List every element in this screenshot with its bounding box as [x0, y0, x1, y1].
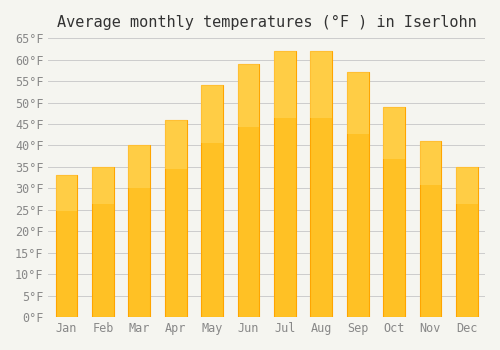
- Bar: [274, 51, 296, 317]
- Bar: [56, 175, 78, 317]
- Bar: [383, 107, 405, 159]
- Bar: [165, 120, 186, 169]
- Bar: [201, 85, 223, 143]
- Bar: [420, 141, 442, 317]
- Bar: [346, 72, 368, 134]
- Bar: [274, 51, 296, 118]
- Bar: [165, 120, 186, 317]
- Bar: [238, 64, 260, 317]
- Bar: [128, 146, 150, 317]
- Bar: [346, 72, 368, 317]
- Bar: [238, 64, 260, 127]
- Bar: [92, 167, 114, 204]
- Bar: [56, 175, 78, 211]
- Bar: [92, 167, 114, 317]
- Bar: [456, 167, 477, 204]
- Title: Average monthly temperatures (°F ) in Iserlohn: Average monthly temperatures (°F ) in Is…: [57, 15, 476, 30]
- Bar: [310, 51, 332, 118]
- Bar: [128, 146, 150, 188]
- Bar: [201, 85, 223, 317]
- Bar: [383, 107, 405, 317]
- Bar: [310, 51, 332, 317]
- Bar: [420, 141, 442, 185]
- Bar: [456, 167, 477, 317]
